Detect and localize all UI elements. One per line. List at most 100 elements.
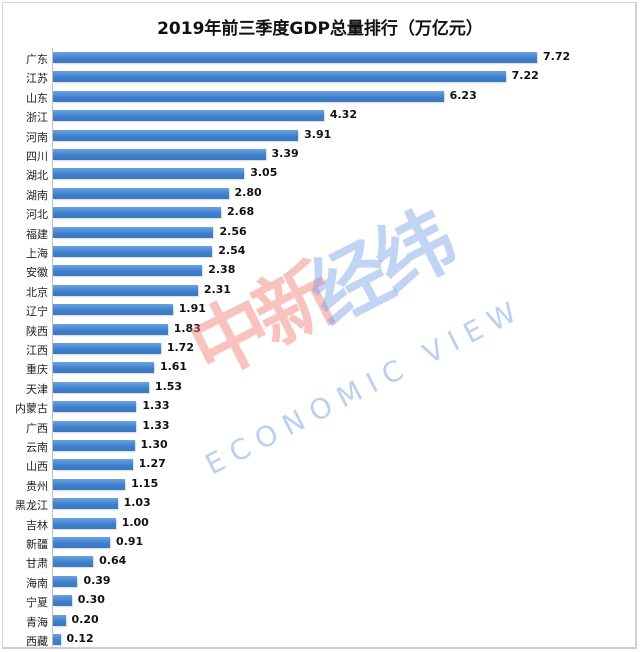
value-label: 2.56 (219, 224, 247, 238)
value-label: 1.33 (142, 399, 170, 413)
bar-row: 宁夏 0.30 (0, 591, 640, 610)
bar (53, 265, 203, 277)
value-label: 0.91 (116, 535, 144, 548)
bar (53, 323, 168, 335)
value-label: 1.83 (173, 321, 201, 335)
value-label: 1.15 (131, 476, 159, 490)
bar (53, 246, 213, 257)
category-label: 天津 (26, 382, 48, 396)
category-label: 青海 (26, 615, 48, 629)
bar-row: 内蒙古 1.33 (0, 397, 640, 416)
bar-row: 西藏 0.12 (0, 630, 640, 649)
category-label: 新疆 (26, 538, 48, 551)
bar (53, 284, 198, 296)
category-label: 江苏 (26, 72, 48, 86)
category-label: 河南 (26, 130, 48, 144)
category-label: 广西 (26, 421, 48, 435)
bar-row: 广东 7.72 (0, 48, 640, 67)
category-label: 辽宁 (26, 305, 48, 319)
bar (53, 343, 161, 354)
category-label: 陕西 (26, 324, 48, 338)
value-label: 1.91 (178, 302, 206, 316)
bar-row: 贵州 1.15 (0, 475, 640, 494)
value-label: 3.91 (304, 127, 332, 141)
value-label: 0.39 (83, 573, 111, 587)
bar (53, 168, 245, 180)
value-label: 1.00 (121, 515, 149, 529)
value-label: 1.61 (159, 360, 188, 374)
category-axis (52, 48, 53, 648)
bar (53, 556, 94, 568)
bar (53, 440, 135, 451)
bar-row: 江西 1.72 (0, 339, 640, 358)
bar (53, 52, 537, 63)
category-label: 山西 (26, 460, 48, 474)
value-label: 0.20 (71, 612, 99, 626)
value-label: 3.05 (250, 166, 278, 180)
bar-row: 青海 0.20 (0, 611, 640, 630)
bar (53, 459, 133, 471)
bar (53, 517, 116, 529)
bar (53, 575, 78, 587)
bar (53, 595, 72, 607)
bar-row: 重庆 1.61 (0, 358, 640, 377)
category-label: 云南 (26, 441, 48, 454)
bar-row: 天津 1.53 (0, 378, 640, 397)
bar (53, 420, 137, 432)
value-label: 2.54 (218, 244, 246, 257)
bar-row: 山东 6.23 (0, 87, 640, 106)
bar-row: 辽宁 1.91 (0, 300, 640, 319)
bar-row: 江苏 7.22 (0, 67, 640, 86)
value-label: 7.72 (543, 50, 571, 63)
value-label: 1.30 (140, 438, 168, 451)
category-label: 上海 (26, 247, 48, 260)
bar (53, 401, 137, 413)
category-label: 贵州 (26, 479, 48, 493)
bar-row: 广西 1.33 (0, 417, 640, 436)
value-label: 3.39 (271, 147, 299, 160)
bar-row: 河南 3.91 (0, 126, 640, 145)
value-label: 4.32 (329, 108, 357, 122)
bar-row: 新疆 0.91 (0, 533, 640, 552)
category-label: 吉林 (26, 518, 48, 532)
bar-row: 海南 0.39 (0, 572, 640, 591)
category-label: 安徽 (26, 266, 48, 280)
bar (53, 498, 118, 510)
value-label: 1.53 (154, 379, 183, 393)
bar-row: 陕西 1.83 (0, 320, 640, 339)
value-label: 2.80 (234, 185, 262, 199)
category-label: 海南 (26, 576, 48, 590)
category-label: 宁夏 (26, 596, 48, 610)
bar (53, 304, 173, 316)
value-label: 2.31 (203, 282, 231, 296)
value-label: 0.30 (77, 593, 105, 607)
category-label: 北京 (26, 285, 48, 299)
bar (53, 537, 111, 548)
bar (53, 129, 299, 141)
value-label: 1.33 (142, 418, 170, 432)
category-label: 山东 (26, 91, 48, 105)
category-label: 湖南 (26, 188, 48, 202)
value-label: 2.38 (208, 263, 236, 277)
bar-row: 吉林 1.00 (0, 514, 640, 533)
value-label: 0.64 (99, 554, 127, 568)
bar (53, 362, 154, 374)
chart-title: 2019年前三季度GDP总量排行（万亿元） (157, 19, 483, 39)
category-label: 江西 (26, 344, 48, 357)
bar-row: 浙江 4.32 (0, 106, 640, 125)
bar-row: 福建 2.56 (0, 223, 640, 242)
bar-row: 四川 3.39 (0, 145, 640, 164)
category-label: 湖北 (26, 169, 48, 183)
category-label: 黑龙江 (15, 499, 48, 513)
bar (53, 226, 214, 238)
bar-row: 湖北 3.05 (0, 164, 640, 183)
bar (53, 71, 506, 83)
bar (53, 614, 66, 626)
bar (53, 381, 149, 393)
bar (53, 187, 229, 199)
bar-row: 山西 1.27 (0, 455, 640, 474)
category-label: 内蒙古 (15, 402, 48, 416)
category-label: 西藏 (26, 635, 48, 648)
bar-row: 湖南 2.80 (0, 184, 640, 203)
bar-row: 安徽 2.38 (0, 261, 640, 280)
